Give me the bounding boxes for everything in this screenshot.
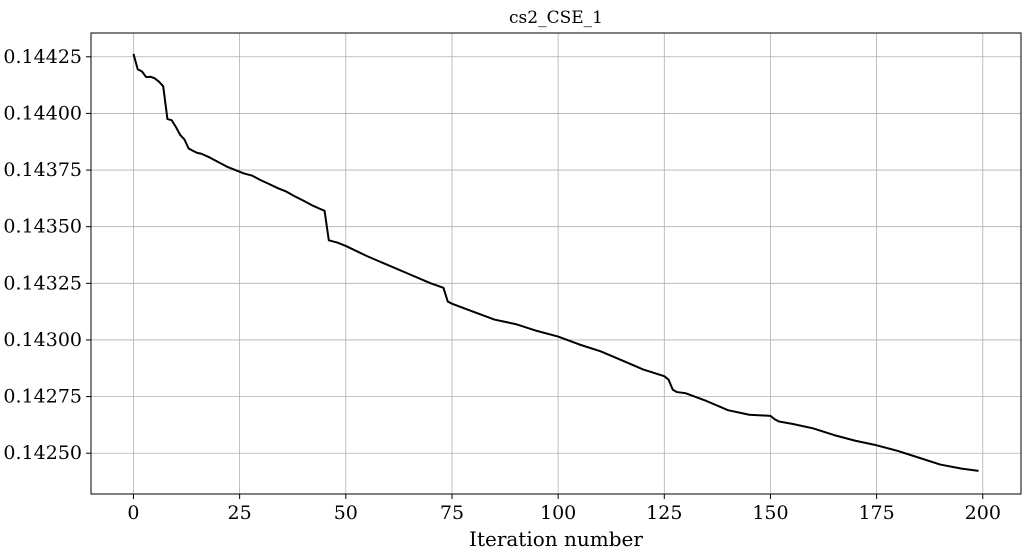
- x-tick-label: 200: [965, 502, 1001, 524]
- chart-title: cs2_CSE_1: [509, 8, 603, 28]
- x-axis: 0 25 50 75 100 125 150 175 200: [127, 494, 1001, 524]
- x-tick-label: 150: [752, 502, 788, 524]
- y-tick-label: 0.14400: [3, 102, 82, 124]
- y-tick-label: 0.14325: [3, 272, 82, 294]
- series-layer: [132, 53, 979, 472]
- y-tick-label: 0.14350: [3, 216, 82, 238]
- y-tick-label: 0.14375: [3, 159, 82, 181]
- x-axis-label: Iteration number: [469, 527, 643, 551]
- x-tick-label: 25: [228, 502, 252, 524]
- x-tick-label: 100: [540, 502, 576, 524]
- y-tick-label: 0.14425: [3, 46, 82, 68]
- x-tick-label: 75: [440, 502, 464, 524]
- x-tick-label: 0: [127, 502, 139, 524]
- y-tick-label: 0.14250: [3, 442, 82, 464]
- y-tick-label: 0.14300: [3, 329, 82, 351]
- y-tick-label: 0.14275: [3, 386, 82, 408]
- series-line-0: [132, 53, 979, 472]
- x-tick-label: 50: [334, 502, 358, 524]
- x-tick-label: 175: [858, 502, 894, 524]
- grid-lines: [91, 33, 1021, 494]
- x-tick-label: 125: [646, 502, 682, 524]
- plot-frame: [90, 32, 1022, 495]
- y-axis: 0.14250 0.14275 0.14300 0.14325 0.14350 0.143…: [3, 46, 91, 464]
